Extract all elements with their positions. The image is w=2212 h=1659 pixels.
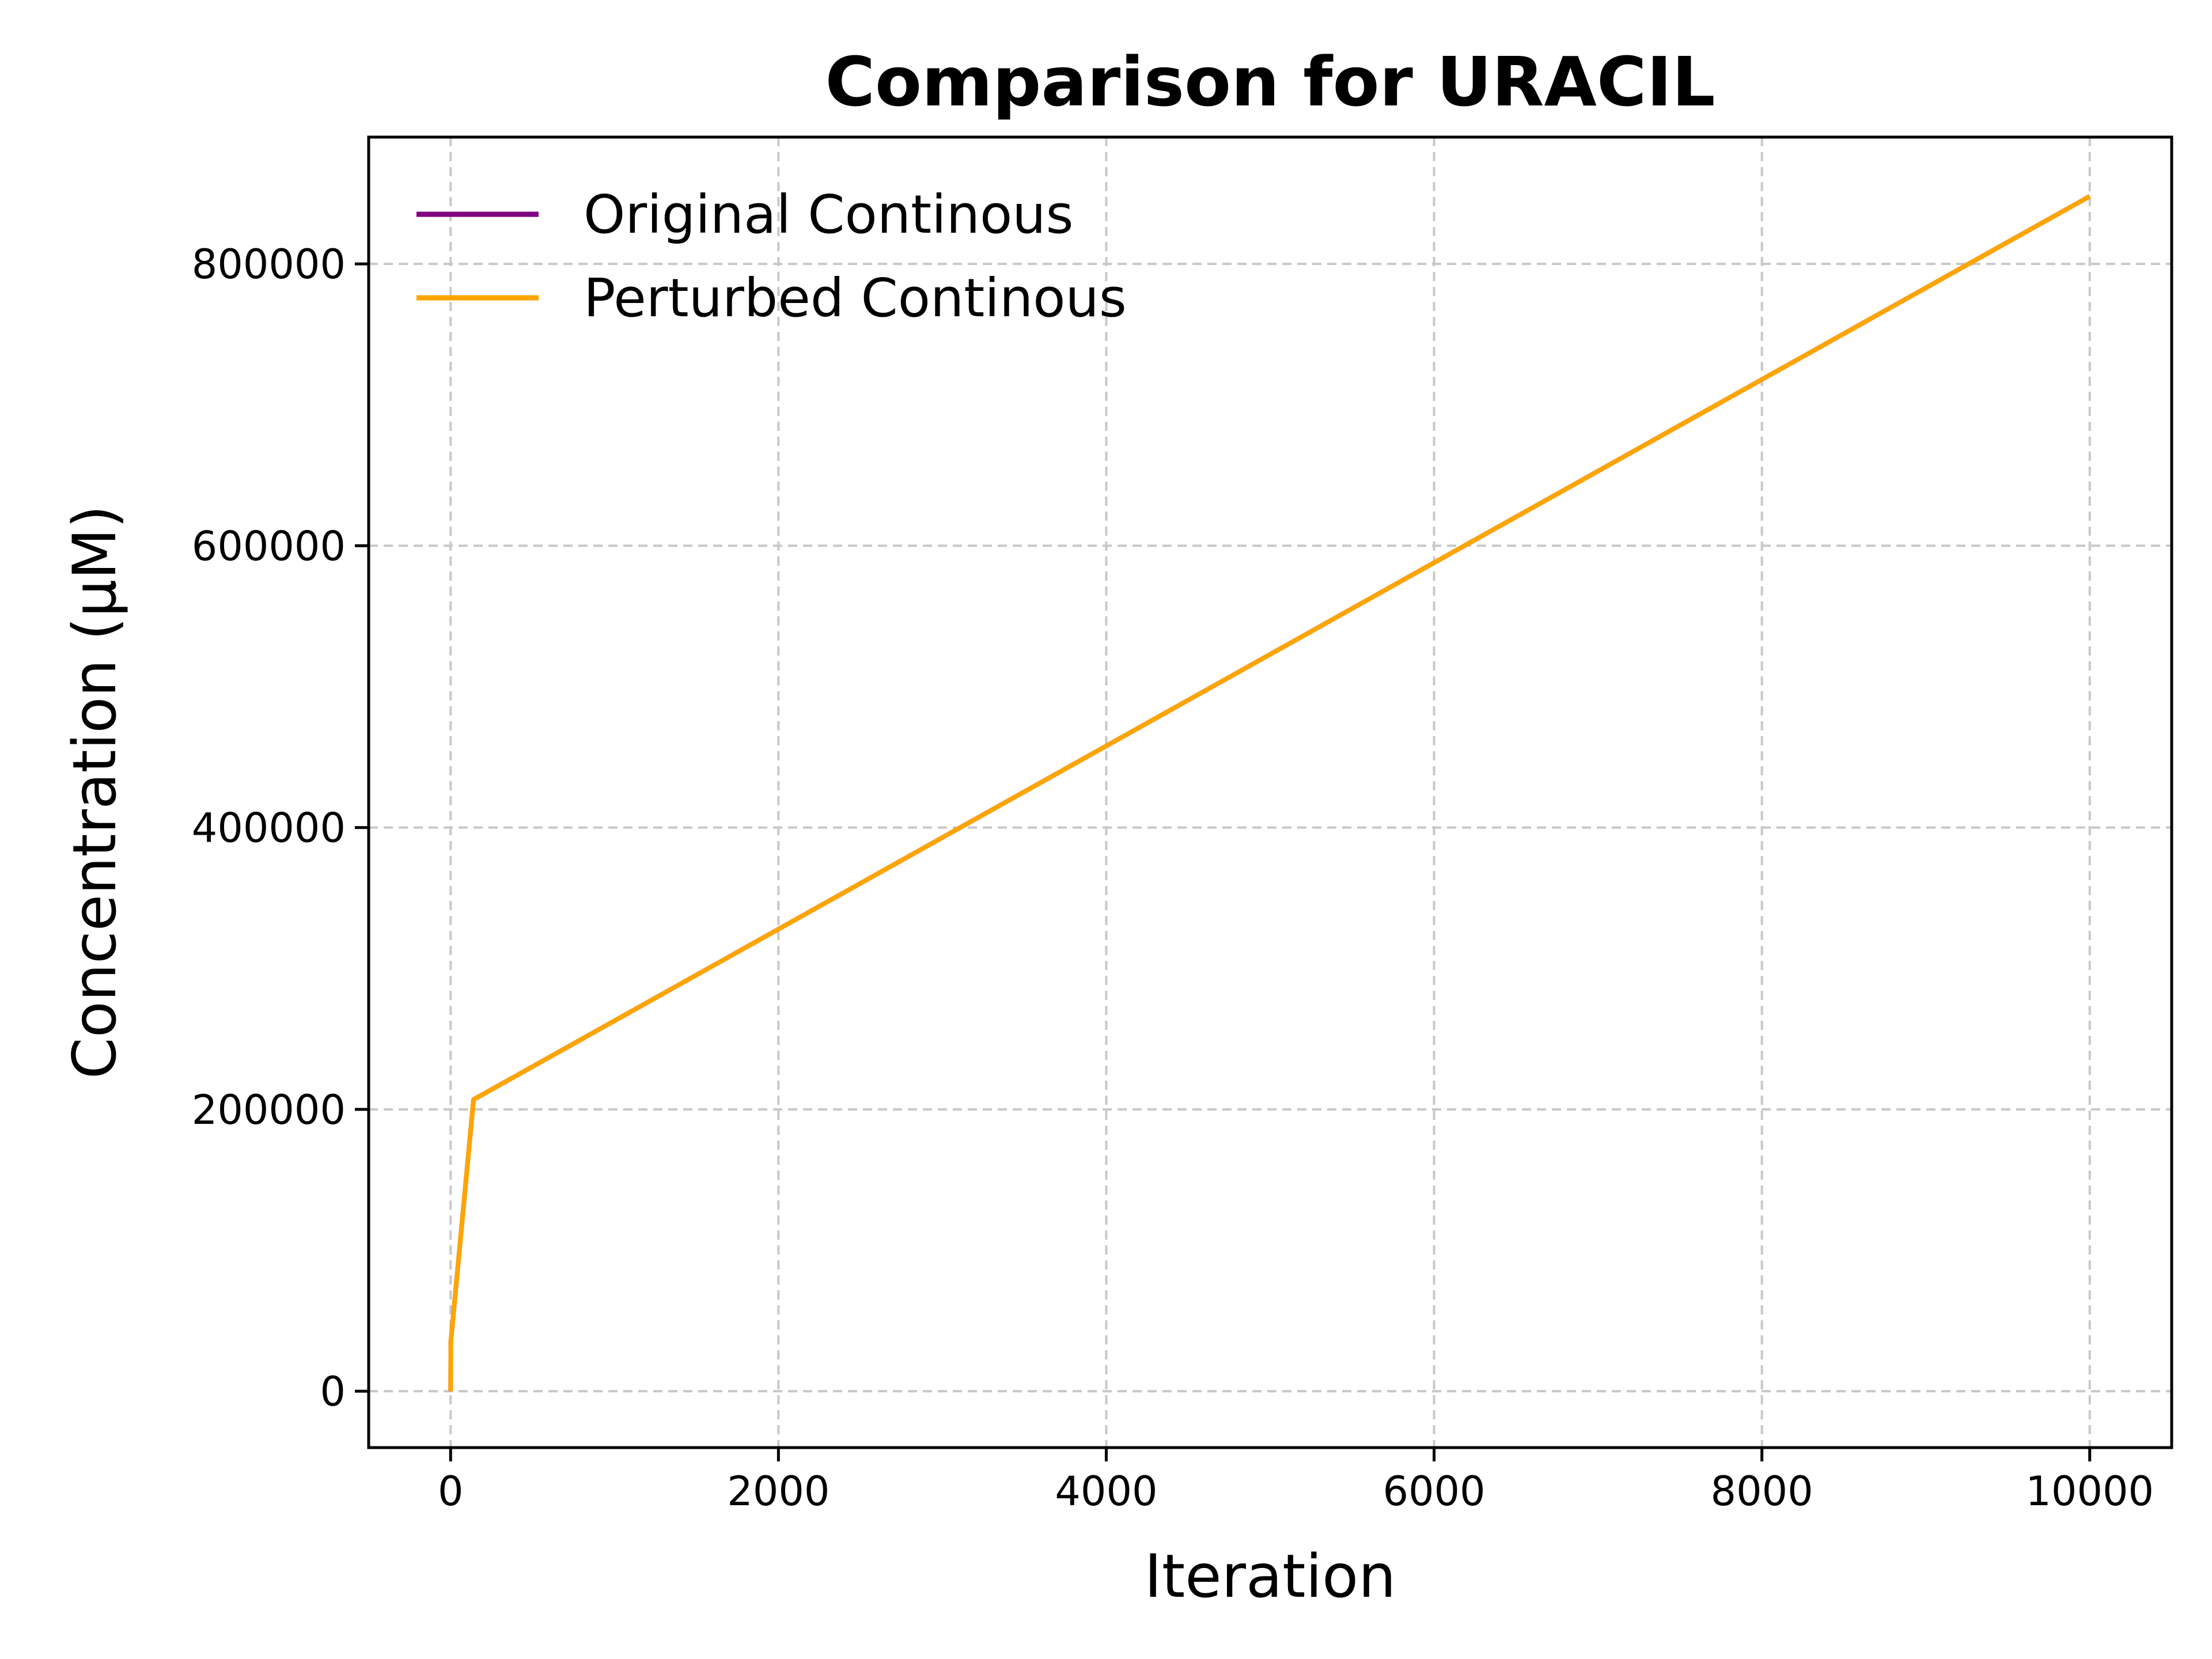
legend-label-perturbed: Perturbed Continous (584, 267, 1127, 329)
y-tick-label: 400000 (192, 805, 346, 852)
x-tick-label: 0 (438, 1468, 464, 1515)
x-tick-label: 8000 (1711, 1468, 1813, 1515)
legend-label-original: Original Continous (584, 184, 1074, 245)
x-axis-ticks: 0 2000 4000 6000 8000 10000 (438, 1448, 2154, 1515)
x-axis-label: Iteration (1145, 1542, 1396, 1611)
x-tick-label: 2000 (727, 1468, 830, 1515)
x-tick-label: 4000 (1055, 1468, 1157, 1515)
series-lines (448, 194, 2091, 1392)
y-tick-label: 0 (320, 1368, 346, 1415)
grid (369, 137, 2172, 1448)
series-line-original (448, 194, 2091, 1392)
y-axis-ticks: 0 200000 400000 600000 800000 (192, 241, 369, 1415)
y-axis-label: Concentration (μM) (60, 505, 130, 1079)
legend: Original Continous Perturbed Continous (416, 184, 1127, 329)
series-line-perturbed (448, 194, 2091, 1392)
plot-frame (367, 135, 2173, 1449)
x-tick-label: 10000 (2025, 1468, 2154, 1515)
chart-title: Comparison for URACIL (825, 42, 1715, 122)
y-tick-label: 800000 (192, 241, 346, 288)
y-tick-label: 600000 (192, 522, 346, 570)
y-tick-label: 200000 (192, 1086, 346, 1134)
x-tick-label: 6000 (1382, 1468, 1485, 1515)
